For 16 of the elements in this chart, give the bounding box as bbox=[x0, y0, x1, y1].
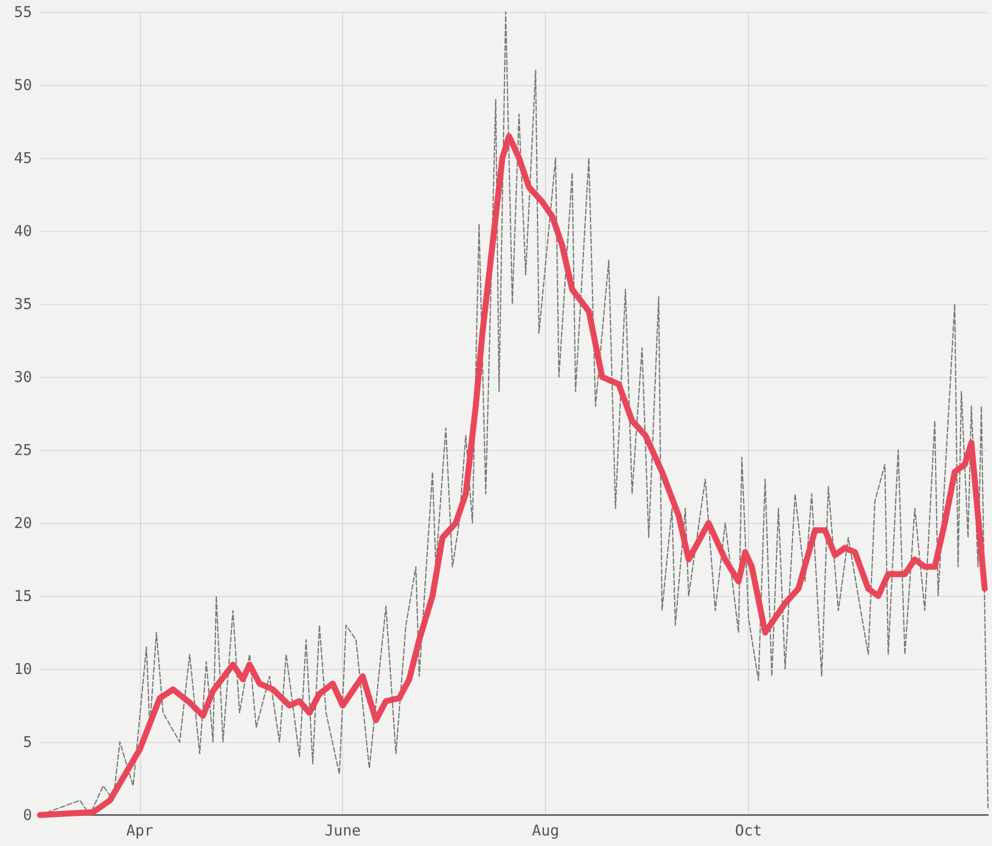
y-tick-label: 0 bbox=[22, 806, 32, 824]
y-tick-label: 15 bbox=[14, 587, 32, 605]
y-tick-label: 10 bbox=[14, 660, 32, 678]
x-tick-label: Oct bbox=[734, 822, 762, 840]
y-tick-label: 50 bbox=[14, 76, 32, 94]
x-tick-label: Aug bbox=[532, 822, 560, 840]
y-tick-label: 40 bbox=[14, 222, 32, 240]
x-tick-label: Apr bbox=[126, 822, 154, 840]
x-tick-label: June bbox=[324, 822, 361, 840]
y-tick-label: 5 bbox=[22, 733, 32, 751]
y-tick-label: 30 bbox=[14, 368, 32, 386]
y-tick-label: 45 bbox=[14, 149, 32, 167]
y-tick-label: 35 bbox=[14, 295, 32, 313]
y-tick-label: 20 bbox=[14, 514, 32, 532]
y-tick-label: 55 bbox=[14, 3, 32, 21]
y-tick-label: 25 bbox=[14, 441, 32, 459]
